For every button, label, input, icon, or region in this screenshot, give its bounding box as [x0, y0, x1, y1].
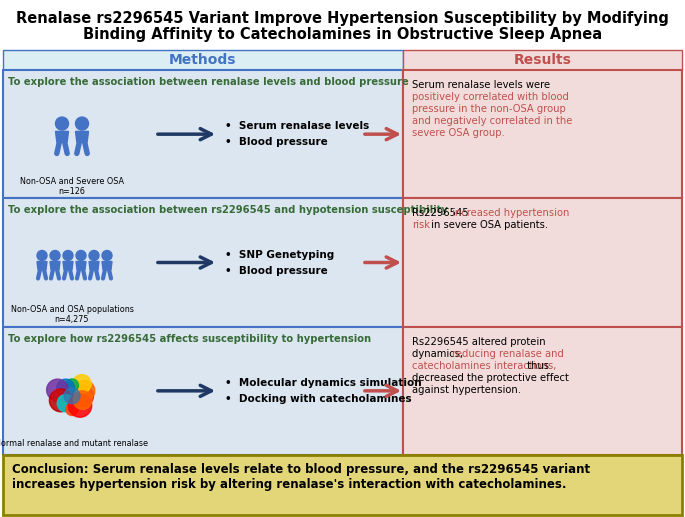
Text: catecholamines interactions,: catecholamines interactions, [412, 361, 556, 371]
Text: Rs2296545: Rs2296545 [412, 208, 472, 218]
FancyBboxPatch shape [3, 70, 403, 199]
Text: positively correlated with blood: positively correlated with blood [412, 92, 569, 102]
Circle shape [75, 117, 88, 130]
Circle shape [66, 403, 78, 416]
Text: •  Blood pressure: • Blood pressure [225, 266, 327, 276]
FancyBboxPatch shape [3, 199, 403, 327]
Circle shape [47, 379, 68, 401]
Text: •  Molecular dynamics simulation: • Molecular dynamics simulation [225, 378, 422, 388]
FancyBboxPatch shape [403, 70, 682, 199]
Polygon shape [89, 262, 99, 269]
Text: Conclusion: Serum renalase levels relate to blood pressure, and the rs2296545 va: Conclusion: Serum renalase levels relate… [12, 463, 590, 491]
Text: Non-OSA and Severe OSA
n=126: Non-OSA and Severe OSA n=126 [20, 177, 124, 196]
Text: severe OSA group.: severe OSA group. [412, 128, 505, 138]
Text: To explore how rs2296545 affects susceptibility to hypertension: To explore how rs2296545 affects suscept… [8, 333, 371, 344]
Text: To explore the association between rs2296545 and hypotension susceptibility: To explore the association between rs229… [8, 205, 448, 216]
Circle shape [72, 385, 93, 406]
Circle shape [50, 251, 60, 261]
Text: pressure in the non-OSA group: pressure in the non-OSA group [412, 104, 566, 114]
Circle shape [68, 394, 92, 417]
Circle shape [37, 251, 47, 261]
Circle shape [89, 251, 99, 261]
Polygon shape [55, 131, 68, 142]
Polygon shape [37, 262, 47, 269]
Circle shape [63, 251, 73, 261]
Text: Binding Affinity to Catecholamines in Obstructive Sleep Apnea: Binding Affinity to Catecholamines in Ob… [83, 26, 602, 41]
FancyBboxPatch shape [403, 199, 682, 327]
Text: risk: risk [412, 220, 430, 231]
Circle shape [55, 117, 68, 130]
Text: •  SNP Genetyping: • SNP Genetyping [225, 250, 334, 260]
Polygon shape [75, 131, 88, 142]
Text: in severe OSA patients.: in severe OSA patients. [428, 220, 548, 231]
Polygon shape [50, 262, 60, 269]
Text: and negatively correlated in the: and negatively correlated in the [412, 116, 573, 126]
Circle shape [73, 391, 92, 409]
Text: dynamics,: dynamics, [412, 348, 466, 359]
Circle shape [57, 379, 75, 397]
Text: Rs2296545 altered protein: Rs2296545 altered protein [412, 337, 546, 347]
Circle shape [66, 379, 78, 392]
Text: Renalase rs2296545 Variant Improve Hypertension Susceptibility by Modifying: Renalase rs2296545 Variant Improve Hyper… [16, 10, 669, 25]
Polygon shape [102, 262, 112, 269]
Text: Results: Results [514, 53, 571, 67]
Circle shape [49, 389, 73, 412]
Circle shape [58, 394, 75, 412]
Circle shape [76, 251, 86, 261]
Circle shape [64, 388, 80, 404]
Polygon shape [63, 262, 73, 269]
Text: Methods: Methods [169, 53, 237, 67]
Circle shape [74, 381, 95, 401]
Text: decreased the protective effect: decreased the protective effect [412, 373, 569, 383]
Text: against hypertension.: against hypertension. [412, 385, 521, 394]
FancyBboxPatch shape [3, 455, 682, 515]
Text: •  Serum renalase levels: • Serum renalase levels [225, 121, 369, 131]
Text: •  Blood pressure: • Blood pressure [225, 137, 327, 147]
Polygon shape [76, 262, 86, 269]
Text: thus: thus [524, 361, 549, 371]
Text: To explore the association between renalase levels and blood pressure: To explore the association between renal… [8, 77, 409, 87]
Circle shape [52, 389, 64, 402]
Text: reducing renalase and: reducing renalase and [452, 348, 564, 359]
Circle shape [102, 251, 112, 261]
FancyBboxPatch shape [3, 327, 403, 455]
FancyBboxPatch shape [403, 327, 682, 455]
Text: Normal renalase and mutant renalase: Normal renalase and mutant renalase [0, 438, 149, 448]
FancyBboxPatch shape [403, 50, 682, 70]
Text: Non-OSA and OSA populations
n=4,275: Non-OSA and OSA populations n=4,275 [10, 305, 134, 324]
Text: increased hypertension: increased hypertension [452, 208, 569, 218]
Circle shape [73, 375, 91, 393]
FancyBboxPatch shape [3, 50, 403, 70]
Text: •  Docking with catecholamines: • Docking with catecholamines [225, 394, 412, 404]
Text: Serum renalase levels were: Serum renalase levels were [412, 80, 550, 90]
